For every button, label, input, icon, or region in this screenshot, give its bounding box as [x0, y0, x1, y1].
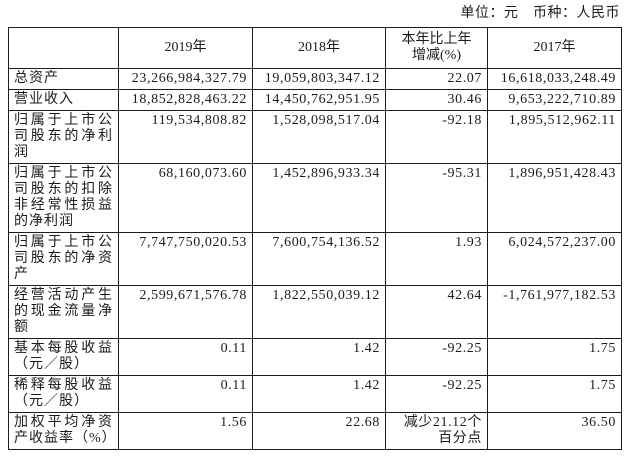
row-label: 归属于上市公司股东的扣除非经常性损益的净利润 [8, 163, 119, 233]
cell-y2017: 1,896,951,428.43 [487, 163, 622, 233]
table-row: 基本每股收益（元／股） 0.11 1.42 -92.25 1.75 [8, 338, 622, 376]
header-change-pct: 本年比上年 增减(%) [385, 27, 488, 69]
table-row: 营业收入 18,852,828,463.22 14,450,762,951.95 30… [8, 89, 622, 111]
row-label: 加权平均净资产收益率（%） [8, 412, 119, 450]
cell-y2017: 1.75 [487, 338, 622, 376]
cell-y2019: 119,534,808.82 [118, 110, 253, 164]
table-row: 加权平均净资产收益率（%） 1.56 22.68 减少21.12个 百分点 36.50 [8, 412, 622, 450]
table-header: 2019年 2018年 本年比上年 增减(%) 2017年 [8, 27, 622, 69]
cell-y2018: 1,528,098,517.04 [252, 110, 386, 164]
cell-y2019: 0.11 [118, 375, 253, 413]
header-row: 2019年 2018年 本年比上年 增减(%) 2017年 [8, 27, 622, 69]
cell-y2019: 18,852,828,463.22 [118, 89, 253, 111]
table-body: 总资产 23,266,984,327.79 19,059,803,347.12 22.… [8, 68, 622, 450]
cell-y2018: 14,450,762,951.95 [252, 89, 386, 111]
row-label: 总资产 [8, 68, 119, 90]
cell-y2017: 9,653,222,710.89 [487, 89, 622, 111]
row-label: 归属于上市公司股东的净资产 [8, 232, 119, 286]
header-indicator [8, 27, 119, 69]
unit-currency-note: 单位：元 币种：人民币 [460, 6, 620, 21]
cell-y2018: 19,059,803,347.12 [252, 68, 386, 90]
header-year-2018: 2018年 [252, 27, 386, 69]
cell-change: 42.64 [385, 285, 488, 339]
table-row: 总资产 23,266,984,327.79 19,059,803,347.12 22.… [8, 68, 622, 90]
cell-change: 30.46 [385, 89, 488, 111]
row-label: 营业收入 [8, 89, 119, 111]
table-row: 归属于上市公司股东的扣除非经常性损益的净利润 68,160,073.60 1,452… [8, 163, 622, 233]
cell-y2017: 1,895,512,962.11 [487, 110, 622, 164]
header-year-2019: 2019年 [118, 27, 253, 69]
cell-y2018: 1,822,550,039.12 [252, 285, 386, 339]
table-row: 归属于上市公司股东的净资产 7,747,750,020.53 7,600,754,1… [8, 232, 622, 286]
cell-y2018: 7,600,754,136.52 [252, 232, 386, 286]
cell-y2017: 36.50 [487, 412, 622, 450]
cell-y2019: 68,160,073.60 [118, 163, 253, 233]
cell-change: -92.18 [385, 110, 488, 164]
cell-y2017: -1,761,977,182.53 [487, 285, 622, 339]
table-row: 稀释每股收益（元／股） 0.11 1.42 -92.25 1.75 [8, 375, 622, 413]
cell-y2018: 22.68 [252, 412, 386, 450]
row-label: 稀释每股收益（元／股） [8, 375, 119, 413]
cell-y2019: 1.56 [118, 412, 253, 450]
row-label: 基本每股收益（元／股） [8, 338, 119, 376]
cell-change: -95.31 [385, 163, 488, 233]
cell-y2019: 7,747,750,020.53 [118, 232, 253, 286]
cell-y2019: 2,599,671,576.78 [118, 285, 253, 339]
cell-y2018: 1.42 [252, 375, 386, 413]
cell-change: -92.25 [385, 375, 488, 413]
financial-summary-table: 2019年 2018年 本年比上年 增减(%) 2017年 总资产 23,266,… [8, 27, 622, 450]
table-row: 归属于上市公司股东的净利润 119,534,808.82 1,528,098,517… [8, 110, 622, 164]
cell-y2019: 0.11 [118, 338, 253, 376]
table-row: 经营活动产生的现金流量净额 2,599,671,576.78 1,822,550,0… [8, 285, 622, 339]
cell-y2019: 23,266,984,327.79 [118, 68, 253, 90]
cell-change: -92.25 [385, 338, 488, 376]
row-label: 经营活动产生的现金流量净额 [8, 285, 119, 339]
cell-y2017: 1.75 [487, 375, 622, 413]
header-year-2017: 2017年 [487, 27, 622, 69]
cell-y2018: 1,452,896,933.34 [252, 163, 386, 233]
cell-change: 22.07 [385, 68, 488, 90]
row-label: 归属于上市公司股东的净利润 [8, 110, 119, 164]
cell-y2017: 6,024,572,237.00 [487, 232, 622, 286]
cell-change: 减少21.12个 百分点 [385, 412, 488, 450]
cell-y2017: 16,618,033,248.49 [487, 68, 622, 90]
cell-y2018: 1.42 [252, 338, 386, 376]
cell-change: 1.93 [385, 232, 488, 286]
